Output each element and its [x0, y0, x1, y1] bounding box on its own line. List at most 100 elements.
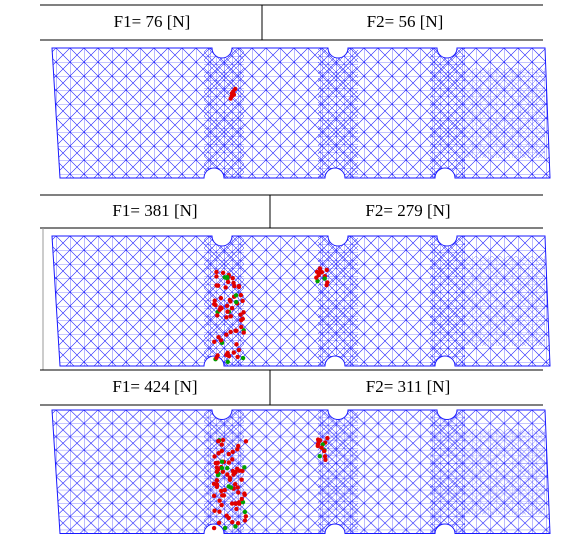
marker — [227, 484, 231, 488]
marker — [232, 350, 236, 354]
marker — [244, 439, 248, 443]
marker — [243, 518, 247, 522]
marker — [217, 498, 221, 502]
marker — [233, 87, 237, 91]
marker — [235, 355, 239, 359]
marker — [243, 510, 247, 514]
marker — [234, 300, 238, 304]
marker — [242, 491, 246, 495]
marker — [217, 509, 221, 513]
marker — [315, 270, 319, 274]
f2-label: F2= 311 [N] — [366, 377, 451, 396]
marker — [221, 438, 225, 442]
marker — [242, 330, 246, 334]
marker — [224, 353, 228, 357]
marker — [237, 469, 241, 473]
f2-label: F2= 56 [N] — [367, 12, 444, 31]
f1-label: F1= 381 [N] — [112, 201, 197, 220]
marker — [234, 342, 238, 346]
marker — [233, 482, 237, 486]
marker — [220, 493, 224, 497]
marker — [228, 298, 232, 302]
marker — [230, 457, 234, 461]
mesh-panel — [40, 236, 560, 366]
marker — [240, 497, 244, 501]
marker — [215, 482, 219, 486]
mesh-panel — [40, 410, 560, 534]
marker — [228, 478, 232, 482]
f2-label: F2= 279 [N] — [365, 201, 450, 220]
marker — [241, 356, 245, 360]
marker — [231, 450, 235, 454]
marker — [220, 442, 224, 446]
marker — [319, 445, 323, 449]
marker — [316, 442, 320, 446]
marker — [212, 340, 216, 344]
marker — [325, 268, 329, 272]
marker — [231, 469, 235, 473]
marker — [223, 526, 227, 530]
marker — [234, 293, 238, 297]
marker — [316, 437, 320, 441]
marker — [212, 494, 216, 498]
marker — [325, 280, 329, 284]
marker — [239, 293, 243, 297]
marker — [240, 299, 244, 303]
marker — [224, 332, 228, 336]
marker — [220, 459, 224, 463]
marker — [325, 436, 329, 440]
marker — [224, 513, 228, 517]
marker — [231, 276, 235, 280]
marker — [225, 304, 229, 308]
marker — [214, 283, 218, 287]
marker — [213, 303, 217, 307]
marker — [216, 467, 220, 471]
marker — [216, 439, 220, 443]
f1-label: F1= 76 [N] — [114, 12, 191, 31]
marker — [216, 461, 220, 465]
marker — [229, 314, 233, 318]
marker — [212, 509, 216, 513]
marker — [224, 315, 228, 319]
marker — [221, 470, 225, 474]
marker — [225, 310, 229, 314]
marker — [217, 521, 221, 525]
marker — [236, 490, 240, 494]
marker — [226, 360, 230, 364]
marker — [233, 329, 237, 333]
marker — [322, 276, 326, 280]
f1-label: F1= 424 [N] — [112, 377, 197, 396]
marker — [241, 317, 245, 321]
marker — [244, 514, 248, 518]
marker — [226, 280, 230, 284]
mesh-panel — [40, 48, 560, 178]
marker — [225, 472, 229, 476]
marker — [227, 460, 231, 464]
marker — [215, 313, 219, 317]
marker — [236, 444, 240, 448]
marker — [215, 353, 219, 357]
marker — [230, 520, 234, 524]
marker — [219, 503, 223, 507]
marker — [233, 501, 237, 505]
marker — [212, 454, 216, 458]
figure: F1= 76 [N] F2= 56 [N] F1= 381 [N] F2= 27… — [0, 0, 581, 537]
marker — [237, 348, 241, 352]
marker — [219, 338, 223, 342]
marker — [214, 274, 218, 278]
marker — [221, 271, 225, 275]
marker — [237, 285, 241, 289]
marker — [239, 478, 243, 482]
marker — [214, 270, 218, 274]
marker — [320, 270, 324, 274]
marker — [225, 466, 229, 470]
marker — [230, 306, 234, 310]
marker — [314, 275, 318, 279]
marker — [228, 330, 232, 334]
marker — [239, 325, 243, 329]
marker — [223, 285, 227, 289]
marker — [318, 454, 322, 458]
marker — [227, 452, 231, 456]
marker — [216, 451, 220, 455]
marker — [230, 94, 234, 98]
